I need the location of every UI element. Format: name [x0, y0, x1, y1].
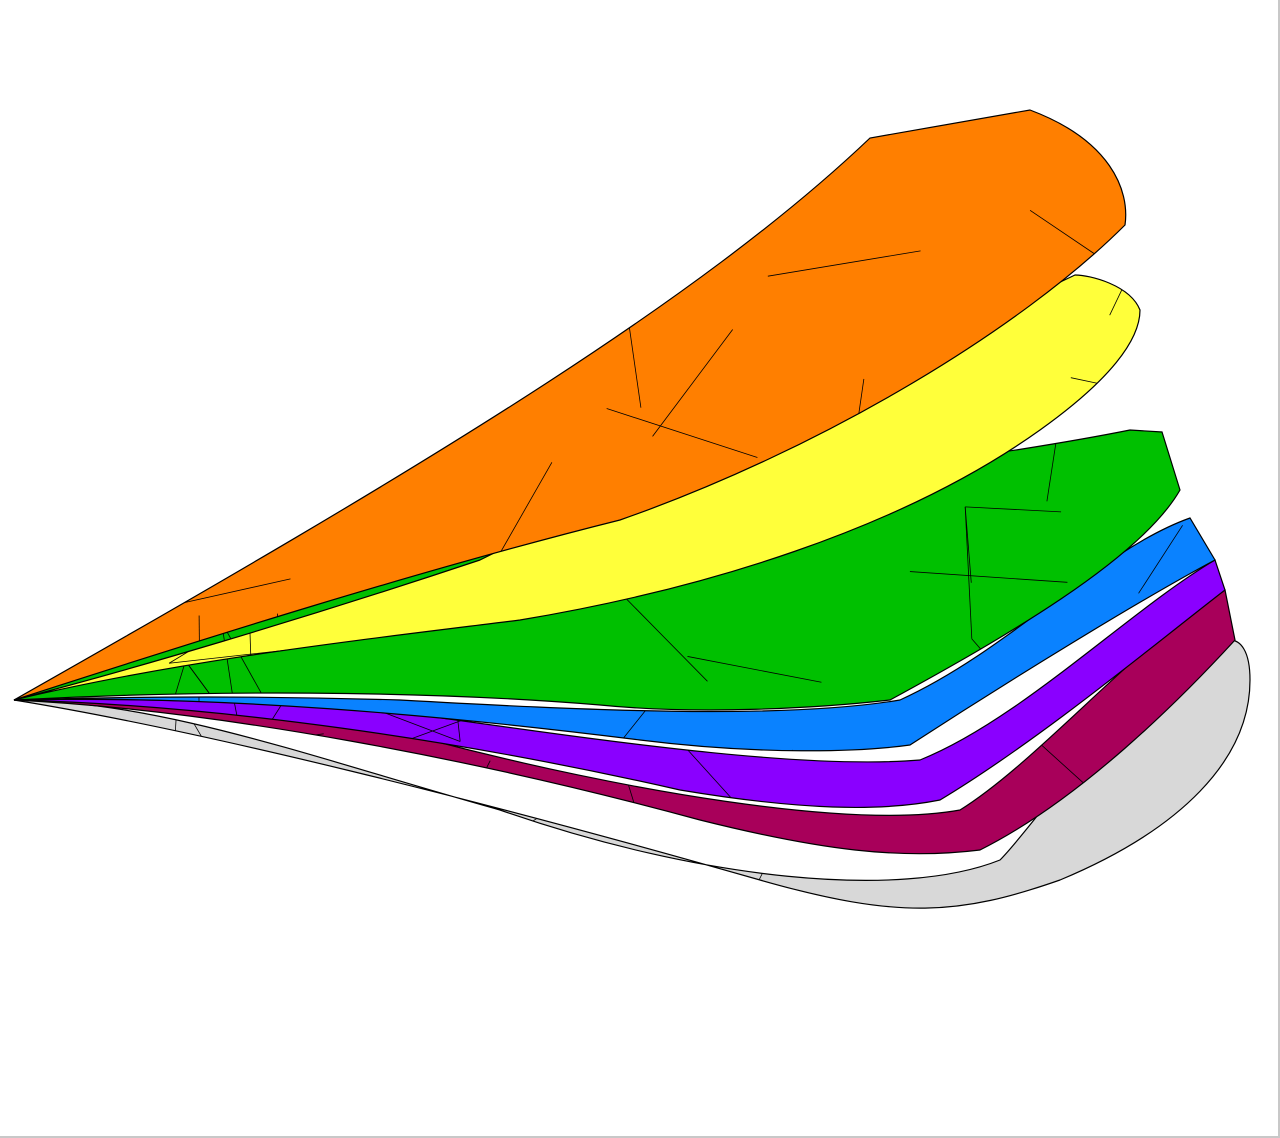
- surface-stack: [13, 109, 1251, 909]
- gray-surface-fill: [13, 639, 1251, 909]
- orange-surface-fill: [13, 109, 1127, 701]
- blue-surface-fill: [13, 517, 1216, 752]
